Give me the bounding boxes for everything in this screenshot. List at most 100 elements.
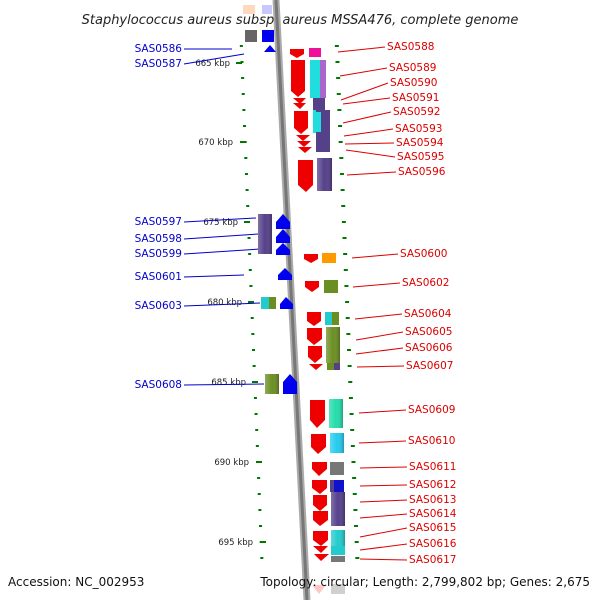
gene-label-SAS0614[interactable]: SAS0614: [409, 508, 457, 520]
gene-label-SAS0609[interactable]: SAS0609: [408, 404, 455, 416]
faded-gene-top: [262, 5, 272, 14]
gene-label-SAS0604[interactable]: SAS0604: [404, 308, 452, 320]
cog-box-SAS0607b[interactable]: [334, 363, 340, 370]
cog-box-SAS0603[interactable]: [261, 297, 269, 309]
cog-box-SAS0617[interactable]: [331, 556, 345, 562]
cds-arrow-SAS0591[interactable]: [293, 103, 306, 109]
leader-line-SAS0610: [358, 440, 407, 444]
leader-line-SAS0601: [183, 274, 245, 278]
gene-label-SAS0602[interactable]: SAS0602: [402, 277, 449, 289]
cds-SAS0587[interactable]: [262, 30, 274, 42]
cog-box-SAS0611[interactable]: [330, 462, 344, 475]
cog-box-SAS0590[interactable]: [320, 60, 326, 98]
cds-arrow-SAS0612[interactable]: [312, 480, 327, 494]
leader-line-SAS0591: [342, 97, 391, 105]
gene-label-SAS0616[interactable]: SAS0616: [409, 538, 457, 550]
gene-label-SAS0589[interactable]: SAS0589: [389, 62, 436, 74]
cog-box-SAS0612[interactable]: [332, 480, 344, 492]
cds-arrow-SAS0610[interactable]: [311, 434, 326, 454]
cog-box-SAS0607[interactable]: [327, 363, 334, 370]
gene-label-SAS0592[interactable]: SAS0592: [393, 106, 440, 118]
cds-arrow-SAS0596[interactable]: [298, 160, 313, 192]
cds-arrow-SAS0600[interactable]: [304, 254, 318, 263]
cds-arrow-SAS0609[interactable]: [310, 400, 325, 428]
gene-label-SAS0615[interactable]: SAS0615: [409, 522, 456, 534]
gene-label-SAS0603[interactable]: SAS0603: [135, 300, 182, 312]
gene-label-SAS0591[interactable]: SAS0591: [392, 92, 439, 104]
cds-arrow-SAS0586[interactable]: [264, 45, 276, 52]
leader-line-SAS0607: [356, 365, 405, 368]
cds-arrow-SAS0611[interactable]: [312, 462, 327, 476]
leader-line-SAS0589: [339, 67, 388, 77]
gene-label-SAS0608[interactable]: SAS0608: [135, 379, 182, 391]
cds-arrow-SAS0605[interactable]: [307, 328, 322, 345]
cds-arrow-SAS0589[interactable]: [291, 60, 305, 97]
cds-arrow-SAS0602[interactable]: [305, 281, 319, 292]
cds-arrow-SAS0590[interactable]: [293, 98, 306, 104]
gene-label-SAS0617[interactable]: SAS0617: [409, 554, 456, 566]
cog-box-SAS0593b[interactable]: [313, 112, 321, 132]
leader-line-SAS0593: [343, 128, 394, 137]
gene-label-SAS0601[interactable]: SAS0601: [135, 271, 182, 283]
gene-label-SAS0612[interactable]: SAS0612: [409, 479, 456, 491]
cds-arrow-SAS0599[interactable]: [276, 243, 290, 255]
gene-label-SAS0590[interactable]: SAS0590: [390, 77, 437, 89]
cds-arrow-SAS0597[interactable]: [276, 214, 290, 229]
cog-box-SAS0589[interactable]: [310, 60, 320, 98]
cog-box-SAS0603b[interactable]: [269, 297, 276, 309]
faded-gene-top: [243, 5, 255, 14]
cds-arrow-SAS0593[interactable]: [296, 135, 310, 141]
cog-box-SAS0604[interactable]: [325, 312, 332, 325]
gene-label-SAS0587[interactable]: SAS0587: [135, 58, 182, 70]
cds-arrow-SAS0603[interactable]: [280, 297, 293, 309]
cds-arrow-SAS0617[interactable]: [314, 554, 329, 561]
cds-arrow-SAS0607[interactable]: [309, 364, 323, 370]
scale-tick-label: 690 kbp: [214, 458, 249, 468]
leader-line-SAS0616: [359, 543, 408, 551]
gene-label-SAS0597[interactable]: SAS0597: [135, 216, 182, 228]
gene-label-SAS0593[interactable]: SAS0593: [395, 123, 442, 135]
gene-label-SAS0613[interactable]: SAS0613: [409, 494, 456, 506]
cds-arrow-SAS0616[interactable]: [313, 546, 328, 553]
leader-line-SAS0606: [355, 347, 404, 355]
leader-line-SAS0588: [337, 46, 386, 53]
cds-arrow-SAS0592[interactable]: [294, 111, 308, 134]
gene-label-SAS0600[interactable]: SAS0600: [400, 248, 447, 260]
gene-label-SAS0598[interactable]: SAS0598: [135, 233, 182, 245]
gene-label-SAS0611[interactable]: SAS0611: [409, 461, 456, 473]
cds-arrow-SAS0615[interactable]: [313, 531, 328, 546]
cog-box-SAS0602[interactable]: [324, 280, 338, 293]
gene-label-SAS0607[interactable]: SAS0607: [406, 360, 453, 372]
cog-box-SAS0612b[interactable]: [330, 480, 334, 492]
gene-label-SAS0586[interactable]: SAS0586: [135, 43, 183, 55]
cds-arrow-SAS0613[interactable]: [313, 495, 327, 511]
gene-label-SAS0606[interactable]: SAS0606: [405, 342, 453, 354]
cds-arrow-SAS0588[interactable]: [290, 49, 304, 58]
cog-box-SAS0591[interactable]: [313, 98, 325, 110]
cds-arrow-SAS0608[interactable]: [283, 374, 297, 394]
cog-shade: [326, 327, 340, 363]
gene-label-SAS0595[interactable]: SAS0595: [397, 151, 444, 163]
gene-label-SAS0605[interactable]: SAS0605: [405, 326, 452, 338]
gene-label-SAS0594[interactable]: SAS0594: [396, 137, 444, 149]
cds-arrow-SAS0606[interactable]: [308, 346, 322, 363]
leader-line-SAS0602: [352, 282, 401, 288]
cds-arrow-SAS0604[interactable]: [307, 312, 321, 326]
gene-label-SAS0610[interactable]: SAS0610: [408, 435, 455, 447]
leader-line-SAS0609: [358, 409, 407, 414]
cog-box-SAS0586[interactable]: [245, 30, 257, 42]
cds-arrow-SAS0595[interactable]: [298, 147, 312, 153]
cds-arrow-SAS0594[interactable]: [297, 141, 311, 147]
cog-box-SAS0588[interactable]: [309, 48, 321, 57]
gene-label-SAS0599[interactable]: SAS0599: [135, 248, 182, 260]
leader-line-SAS0614: [359, 513, 408, 519]
cds-arrow-SAS0601[interactable]: [278, 268, 292, 280]
gene-label-SAS0588[interactable]: SAS0588: [387, 41, 434, 53]
gene-label-SAS0596[interactable]: SAS0596: [398, 166, 446, 178]
leader-line-SAS0604: [354, 313, 403, 320]
cog-box-SAS0604b[interactable]: [332, 312, 339, 325]
cog-box-SAS0616[interactable]: [331, 546, 345, 555]
cds-arrow-SAS0614[interactable]: [313, 511, 328, 526]
cds-arrow-SAS0598[interactable]: [276, 229, 290, 243]
cog-box-SAS0600[interactable]: [322, 253, 336, 263]
